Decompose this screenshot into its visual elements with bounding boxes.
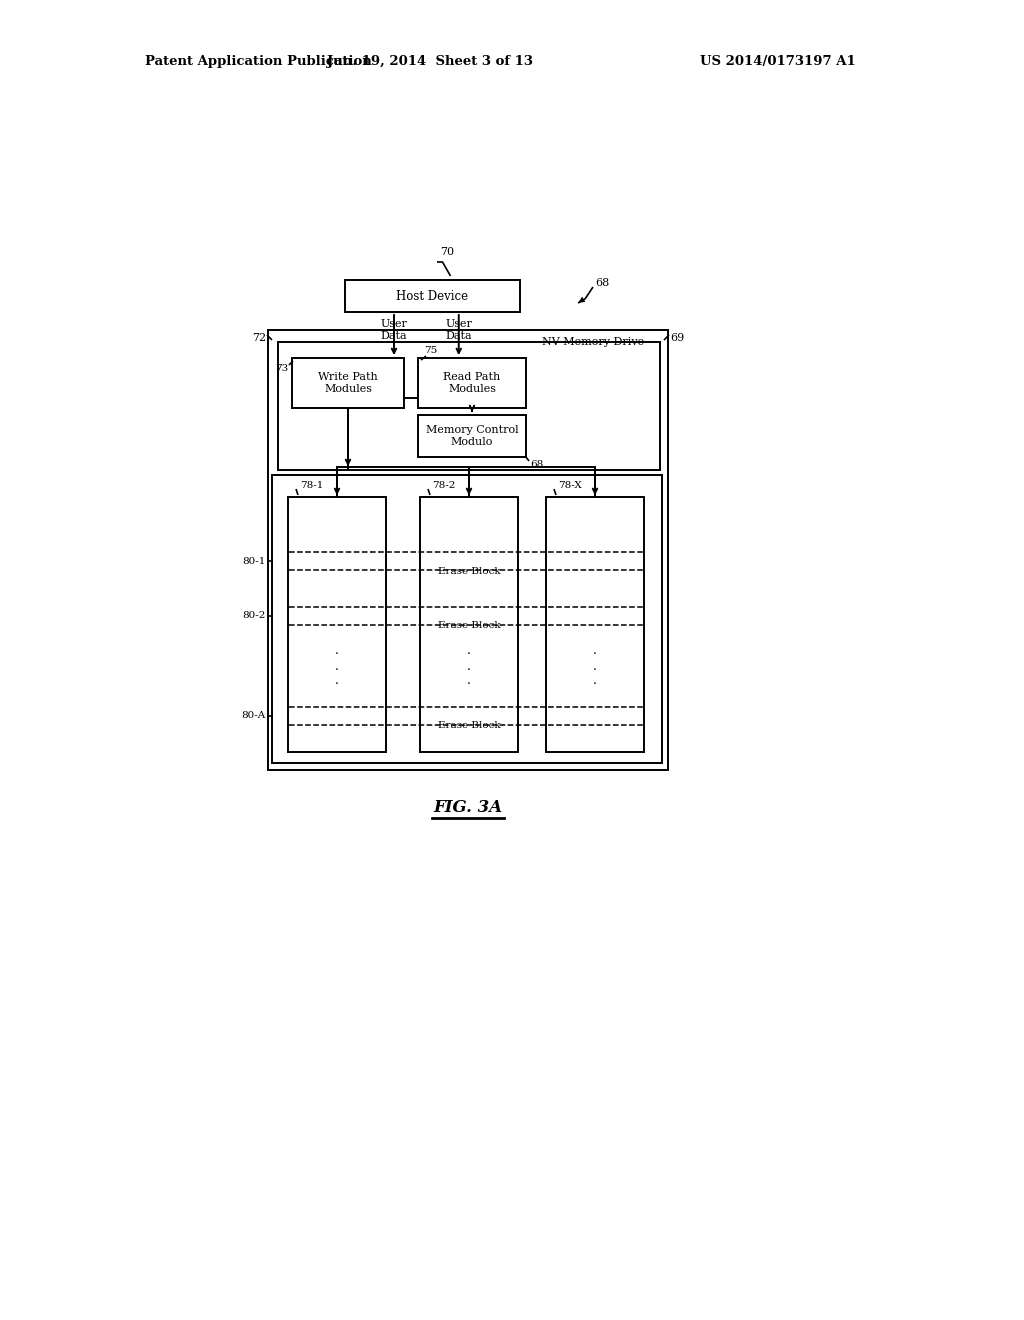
Text: Erase Block: Erase Block: [437, 722, 501, 730]
Text: Read Path
Modules: Read Path Modules: [443, 372, 501, 393]
Bar: [418, 358, 526, 408]
Text: Patent Application Publication: Patent Application Publication: [145, 55, 372, 69]
Text: .
.
.: . . .: [467, 644, 471, 688]
Text: 73: 73: [274, 364, 288, 374]
Text: 68: 68: [530, 459, 544, 469]
Bar: [420, 498, 518, 752]
Text: Write Path
Modules: Write Path Modules: [318, 372, 378, 393]
Text: .
.
.: . . .: [335, 644, 339, 688]
Text: 72: 72: [252, 333, 266, 343]
Bar: [292, 358, 404, 408]
Text: User
Data: User Data: [381, 319, 408, 341]
Text: 78-2: 78-2: [432, 480, 456, 490]
Text: 75: 75: [424, 346, 437, 355]
Bar: [345, 280, 520, 312]
Text: 80-A: 80-A: [242, 711, 266, 721]
Text: 69: 69: [670, 333, 684, 343]
Text: Jun. 19, 2014  Sheet 3 of 13: Jun. 19, 2014 Sheet 3 of 13: [327, 55, 534, 69]
Bar: [278, 342, 660, 470]
Text: 70: 70: [440, 247, 455, 257]
Text: Erase Block: Erase Block: [437, 566, 501, 576]
Bar: [418, 414, 526, 457]
Text: Erase Block: Erase Block: [437, 622, 501, 631]
Bar: [272, 475, 662, 763]
Text: 80-2: 80-2: [243, 611, 266, 620]
Text: 78-1: 78-1: [300, 480, 324, 490]
Text: 68: 68: [595, 279, 609, 288]
Text: 78-X: 78-X: [558, 480, 582, 490]
Text: Host Device: Host Device: [396, 289, 469, 302]
Text: FIG. 3A: FIG. 3A: [433, 800, 503, 817]
Text: US 2014/0173197 A1: US 2014/0173197 A1: [700, 55, 856, 69]
Text: .
.
.: . . .: [593, 644, 597, 688]
Bar: [288, 498, 386, 752]
Text: NV Memory Drive: NV Memory Drive: [542, 337, 644, 347]
Text: 80-1: 80-1: [243, 557, 266, 565]
Text: User
Data: User Data: [445, 319, 472, 341]
Text: Memory Control
Modulo: Memory Control Modulo: [426, 425, 518, 446]
Bar: [268, 330, 668, 770]
Bar: [546, 498, 644, 752]
